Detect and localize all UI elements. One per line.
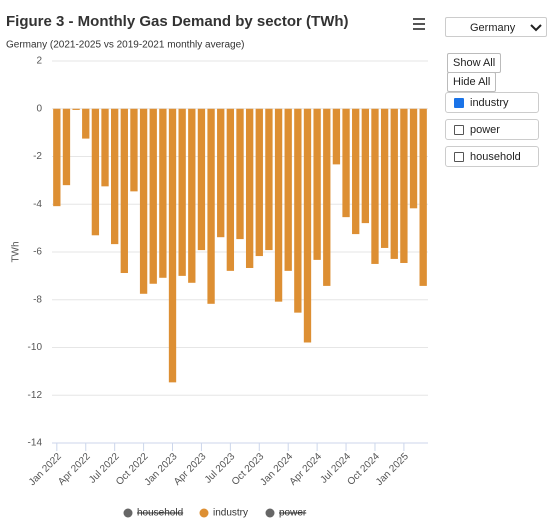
bar xyxy=(120,108,128,274)
y-axis-label: TWh xyxy=(11,241,22,262)
country-value: Germany xyxy=(470,22,516,34)
chart: Figure 3 - Monthly Gas Demand by sector … xyxy=(6,13,428,519)
bar xyxy=(226,108,235,271)
bar xyxy=(207,108,215,304)
bar xyxy=(245,108,254,268)
bar xyxy=(323,108,331,286)
y-tick-label: 2 xyxy=(36,56,42,67)
legend-marker xyxy=(123,508,133,518)
menu-icon[interactable] xyxy=(413,18,425,30)
legend-marker xyxy=(199,508,209,518)
x-tick-label: Apr 2023 xyxy=(172,451,209,488)
checkbox-label: industry xyxy=(470,97,509,109)
bar xyxy=(342,108,350,218)
y-tick-label: 0 xyxy=(36,103,42,114)
y-tick-label: -8 xyxy=(33,294,42,305)
y-tick-label: -2 xyxy=(33,151,42,162)
legend-marker xyxy=(265,508,275,518)
bar xyxy=(400,108,408,263)
bar xyxy=(159,108,167,278)
bar xyxy=(197,108,206,251)
bar xyxy=(111,108,119,245)
chevron xyxy=(530,24,542,32)
bar xyxy=(265,108,273,251)
bar xyxy=(409,108,418,209)
y-tick-label: -4 xyxy=(33,199,42,210)
chart-title: Figure 3 - Monthly Gas Demand by sector … xyxy=(6,13,349,30)
country-select[interactable]: Germany xyxy=(445,17,547,37)
bar xyxy=(82,108,90,139)
x-tick-label: Apr 2024 xyxy=(288,451,325,488)
bar xyxy=(352,108,360,235)
bar xyxy=(390,108,398,259)
bar xyxy=(332,108,341,165)
x-tick-label: Jan 2025 xyxy=(374,451,411,488)
bar xyxy=(294,108,302,313)
bar xyxy=(168,108,177,383)
checkbox[interactable] xyxy=(454,152,464,162)
bar xyxy=(236,108,244,240)
x-tick-label: Apr 2022 xyxy=(56,451,93,488)
series-checkbox[interactable]: household xyxy=(445,146,539,167)
legend-item: industry xyxy=(213,508,248,519)
series-checkbox[interactable]: power xyxy=(445,119,539,140)
y-tick-label: -10 xyxy=(28,342,43,353)
checkbox[interactable] xyxy=(454,125,464,135)
bar xyxy=(53,108,61,207)
bar xyxy=(371,108,379,264)
bar xyxy=(91,108,100,236)
show-all-button[interactable]: Show All xyxy=(447,53,502,73)
hide-all-button[interactable]: Hide All xyxy=(447,72,497,92)
bar xyxy=(274,108,283,302)
legend-item: power xyxy=(279,508,307,519)
checkbox-label: power xyxy=(470,124,500,136)
chart-subtitle: Germany (2021-2025 vs 2019-2021 monthly … xyxy=(6,40,244,51)
bar xyxy=(284,108,292,271)
bar xyxy=(149,108,157,284)
y-tick-label: -14 xyxy=(28,438,43,449)
bar xyxy=(419,108,427,286)
y-tick-label: -6 xyxy=(33,247,42,258)
bar xyxy=(178,108,186,276)
bar xyxy=(380,108,389,248)
bar xyxy=(217,108,225,238)
bar xyxy=(361,108,369,224)
checkbox[interactable] xyxy=(454,98,464,108)
series-checkbox[interactable]: industry xyxy=(445,92,539,113)
bar xyxy=(139,108,148,294)
bar xyxy=(62,108,71,186)
bar xyxy=(303,108,312,343)
legend-item: household xyxy=(137,508,183,519)
bar xyxy=(188,108,196,283)
bar xyxy=(130,108,138,192)
checkbox-label: household xyxy=(470,151,521,163)
bar xyxy=(72,108,80,110)
bar xyxy=(313,108,321,260)
bar xyxy=(255,108,263,257)
bar xyxy=(101,108,109,187)
y-tick-label: -12 xyxy=(28,390,43,401)
